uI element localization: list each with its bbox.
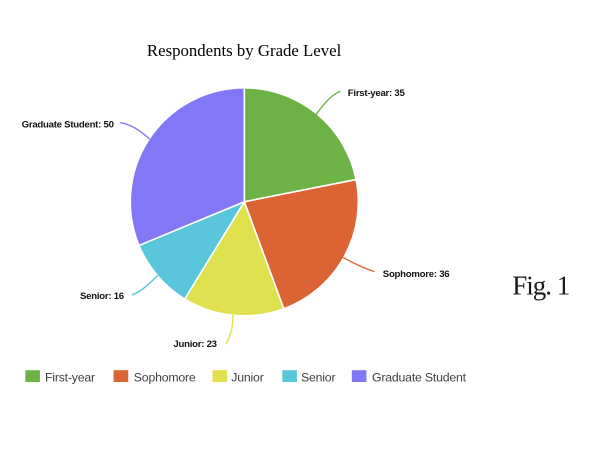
svg-text:Graduate Student: 50: Graduate Student: 50 (22, 119, 114, 130)
svg-text:Junior: 23: Junior: 23 (173, 339, 216, 350)
svg-text:Respondents by Grade Level: Respondents by Grade Level (147, 41, 342, 60)
svg-text:First-year: First-year (45, 371, 95, 385)
svg-text:Senior: Senior (301, 371, 335, 385)
svg-text:Graduate Student: Graduate Student (372, 371, 467, 385)
svg-text:Junior: Junior (231, 371, 263, 385)
svg-text:Fig. 1: Fig. 1 (512, 271, 569, 301)
svg-text:First-year: 35: First-year: 35 (348, 88, 406, 99)
svg-text:Sophomore: Sophomore (134, 371, 196, 385)
svg-text:Sophomore: 36: Sophomore: 36 (383, 269, 450, 280)
svg-text:Senior: 16: Senior: 16 (80, 291, 124, 302)
